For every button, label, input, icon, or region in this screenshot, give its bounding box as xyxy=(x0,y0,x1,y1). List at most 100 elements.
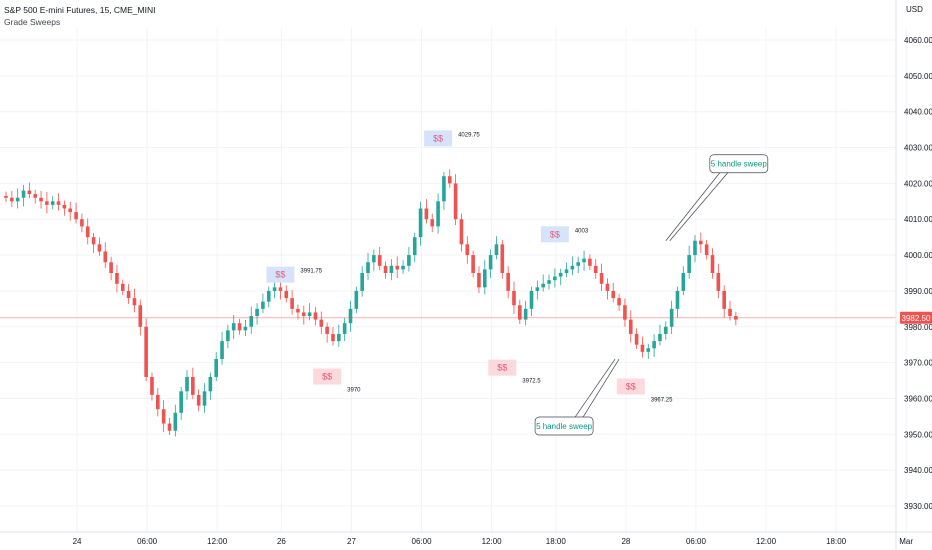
candle-body xyxy=(21,190,26,198)
y-tick-label: 4040.00 xyxy=(904,108,932,117)
candle-body xyxy=(640,344,645,352)
candle-body xyxy=(447,176,452,184)
candle-body xyxy=(588,258,592,266)
candle-body xyxy=(704,244,709,256)
candle-body xyxy=(722,290,726,309)
sweep-label: $$ xyxy=(626,381,636,391)
candle-body xyxy=(272,287,277,291)
x-tick-label: 06:00 xyxy=(412,537,433,546)
x-tick-label: 27 xyxy=(347,537,356,546)
candle-body xyxy=(161,409,166,424)
candle-body xyxy=(465,244,470,256)
candle-body xyxy=(132,298,137,306)
candle-body xyxy=(120,283,125,291)
candle-body xyxy=(430,219,435,227)
candle-body xyxy=(97,244,102,252)
x-tick-label: 18:00 xyxy=(826,537,847,546)
y-tick-label: 3970.00 xyxy=(904,359,932,368)
candle-body xyxy=(500,244,505,273)
candle-body xyxy=(278,287,283,291)
sweep-label: $$ xyxy=(322,372,332,382)
x-tick-label: 12:00 xyxy=(482,537,503,546)
candle-body xyxy=(710,255,715,273)
candle-body xyxy=(150,376,154,395)
candle-body xyxy=(284,290,289,299)
candle-body xyxy=(45,201,49,205)
indicator-label[interactable]: Grade Sweeps xyxy=(4,17,61,27)
candle-body xyxy=(541,283,545,288)
candle-body xyxy=(366,262,370,273)
sweep-label: $$ xyxy=(275,270,285,280)
candle-body xyxy=(109,262,113,273)
candle-body xyxy=(313,312,318,320)
candle-body xyxy=(68,208,73,213)
candle-body xyxy=(255,308,259,317)
y-tick-label: 3930.00 xyxy=(904,502,932,511)
candle-body xyxy=(261,301,265,309)
x-tick-label: 26 xyxy=(277,537,286,546)
currency-label: USD xyxy=(906,5,923,14)
y-tick-label: 4000.00 xyxy=(904,251,932,260)
x-tick-label: 28 xyxy=(621,537,630,546)
candle-body xyxy=(377,255,382,266)
candle-body xyxy=(477,273,481,288)
x-tick-label: 12:00 xyxy=(756,537,777,546)
x-tick-label: 18:00 xyxy=(546,537,567,546)
price-axis[interactable]: 4060.00 4050.00 4040.00 4030.00 4020.00 4010.… xyxy=(895,0,932,550)
candle-body xyxy=(301,312,306,317)
candle-body xyxy=(652,341,656,349)
candle-body xyxy=(307,312,312,317)
candle-body xyxy=(290,298,294,309)
candle-body xyxy=(196,394,201,406)
candle-body xyxy=(138,305,143,327)
callout-text: 5 handle sweep xyxy=(536,422,593,431)
callout-box xyxy=(534,416,594,436)
candle-body xyxy=(553,276,557,281)
sweep-level: 3970 xyxy=(347,388,361,394)
candle-body xyxy=(214,359,219,377)
callout-text: 5 handle sweep xyxy=(711,160,768,169)
y-tick-label: 4010.00 xyxy=(904,215,932,224)
candle-body xyxy=(699,240,703,245)
y-tick-label: 3980.00 xyxy=(904,323,932,332)
chart-title: S&P 500 E-mini Futures, 15, CME_MINI xyxy=(4,5,156,15)
candle-body xyxy=(582,258,586,263)
candle-body xyxy=(605,283,610,291)
sweep-high-box xyxy=(424,130,453,147)
time-axis[interactable]: 24 06:00 12:00 26 27 06:00 12:00 18:00 28 06:00 12… xyxy=(0,531,932,546)
sweep-label: $$ xyxy=(433,133,443,143)
last-price-value: 3982.50 xyxy=(902,314,931,323)
candle-body xyxy=(658,333,662,342)
candle-body xyxy=(523,308,528,320)
candle-body xyxy=(716,273,721,291)
candle-body xyxy=(663,326,668,334)
candle-body xyxy=(728,308,732,317)
callout-box xyxy=(709,154,769,174)
y-tick-label: 3990.00 xyxy=(904,287,932,296)
callout-pointer xyxy=(669,172,729,241)
candle-body xyxy=(348,308,353,324)
candle-body xyxy=(687,255,691,273)
candle-body xyxy=(453,183,458,220)
x-tick-label: Mar xyxy=(899,537,913,546)
candle-body xyxy=(337,333,341,342)
candle-body xyxy=(354,290,359,309)
candle-body xyxy=(506,273,510,291)
candle-body xyxy=(634,333,639,345)
candle-body xyxy=(628,319,633,334)
sweep-callouts: 5 handle sweep 5 handle sweep xyxy=(534,154,769,436)
candle-body xyxy=(126,290,131,299)
y-tick-label: 4030.00 xyxy=(904,144,932,153)
sweep-low-box xyxy=(616,378,645,395)
candle-body xyxy=(471,255,475,273)
sweep-label: $$ xyxy=(550,229,560,239)
candle-body xyxy=(576,262,581,266)
candle-body xyxy=(482,269,487,288)
candle-body xyxy=(623,305,627,320)
candle-body xyxy=(535,287,540,291)
candle-body xyxy=(395,265,400,270)
candle-body xyxy=(226,330,230,342)
candle-body xyxy=(401,265,405,270)
candle-body xyxy=(529,290,534,309)
